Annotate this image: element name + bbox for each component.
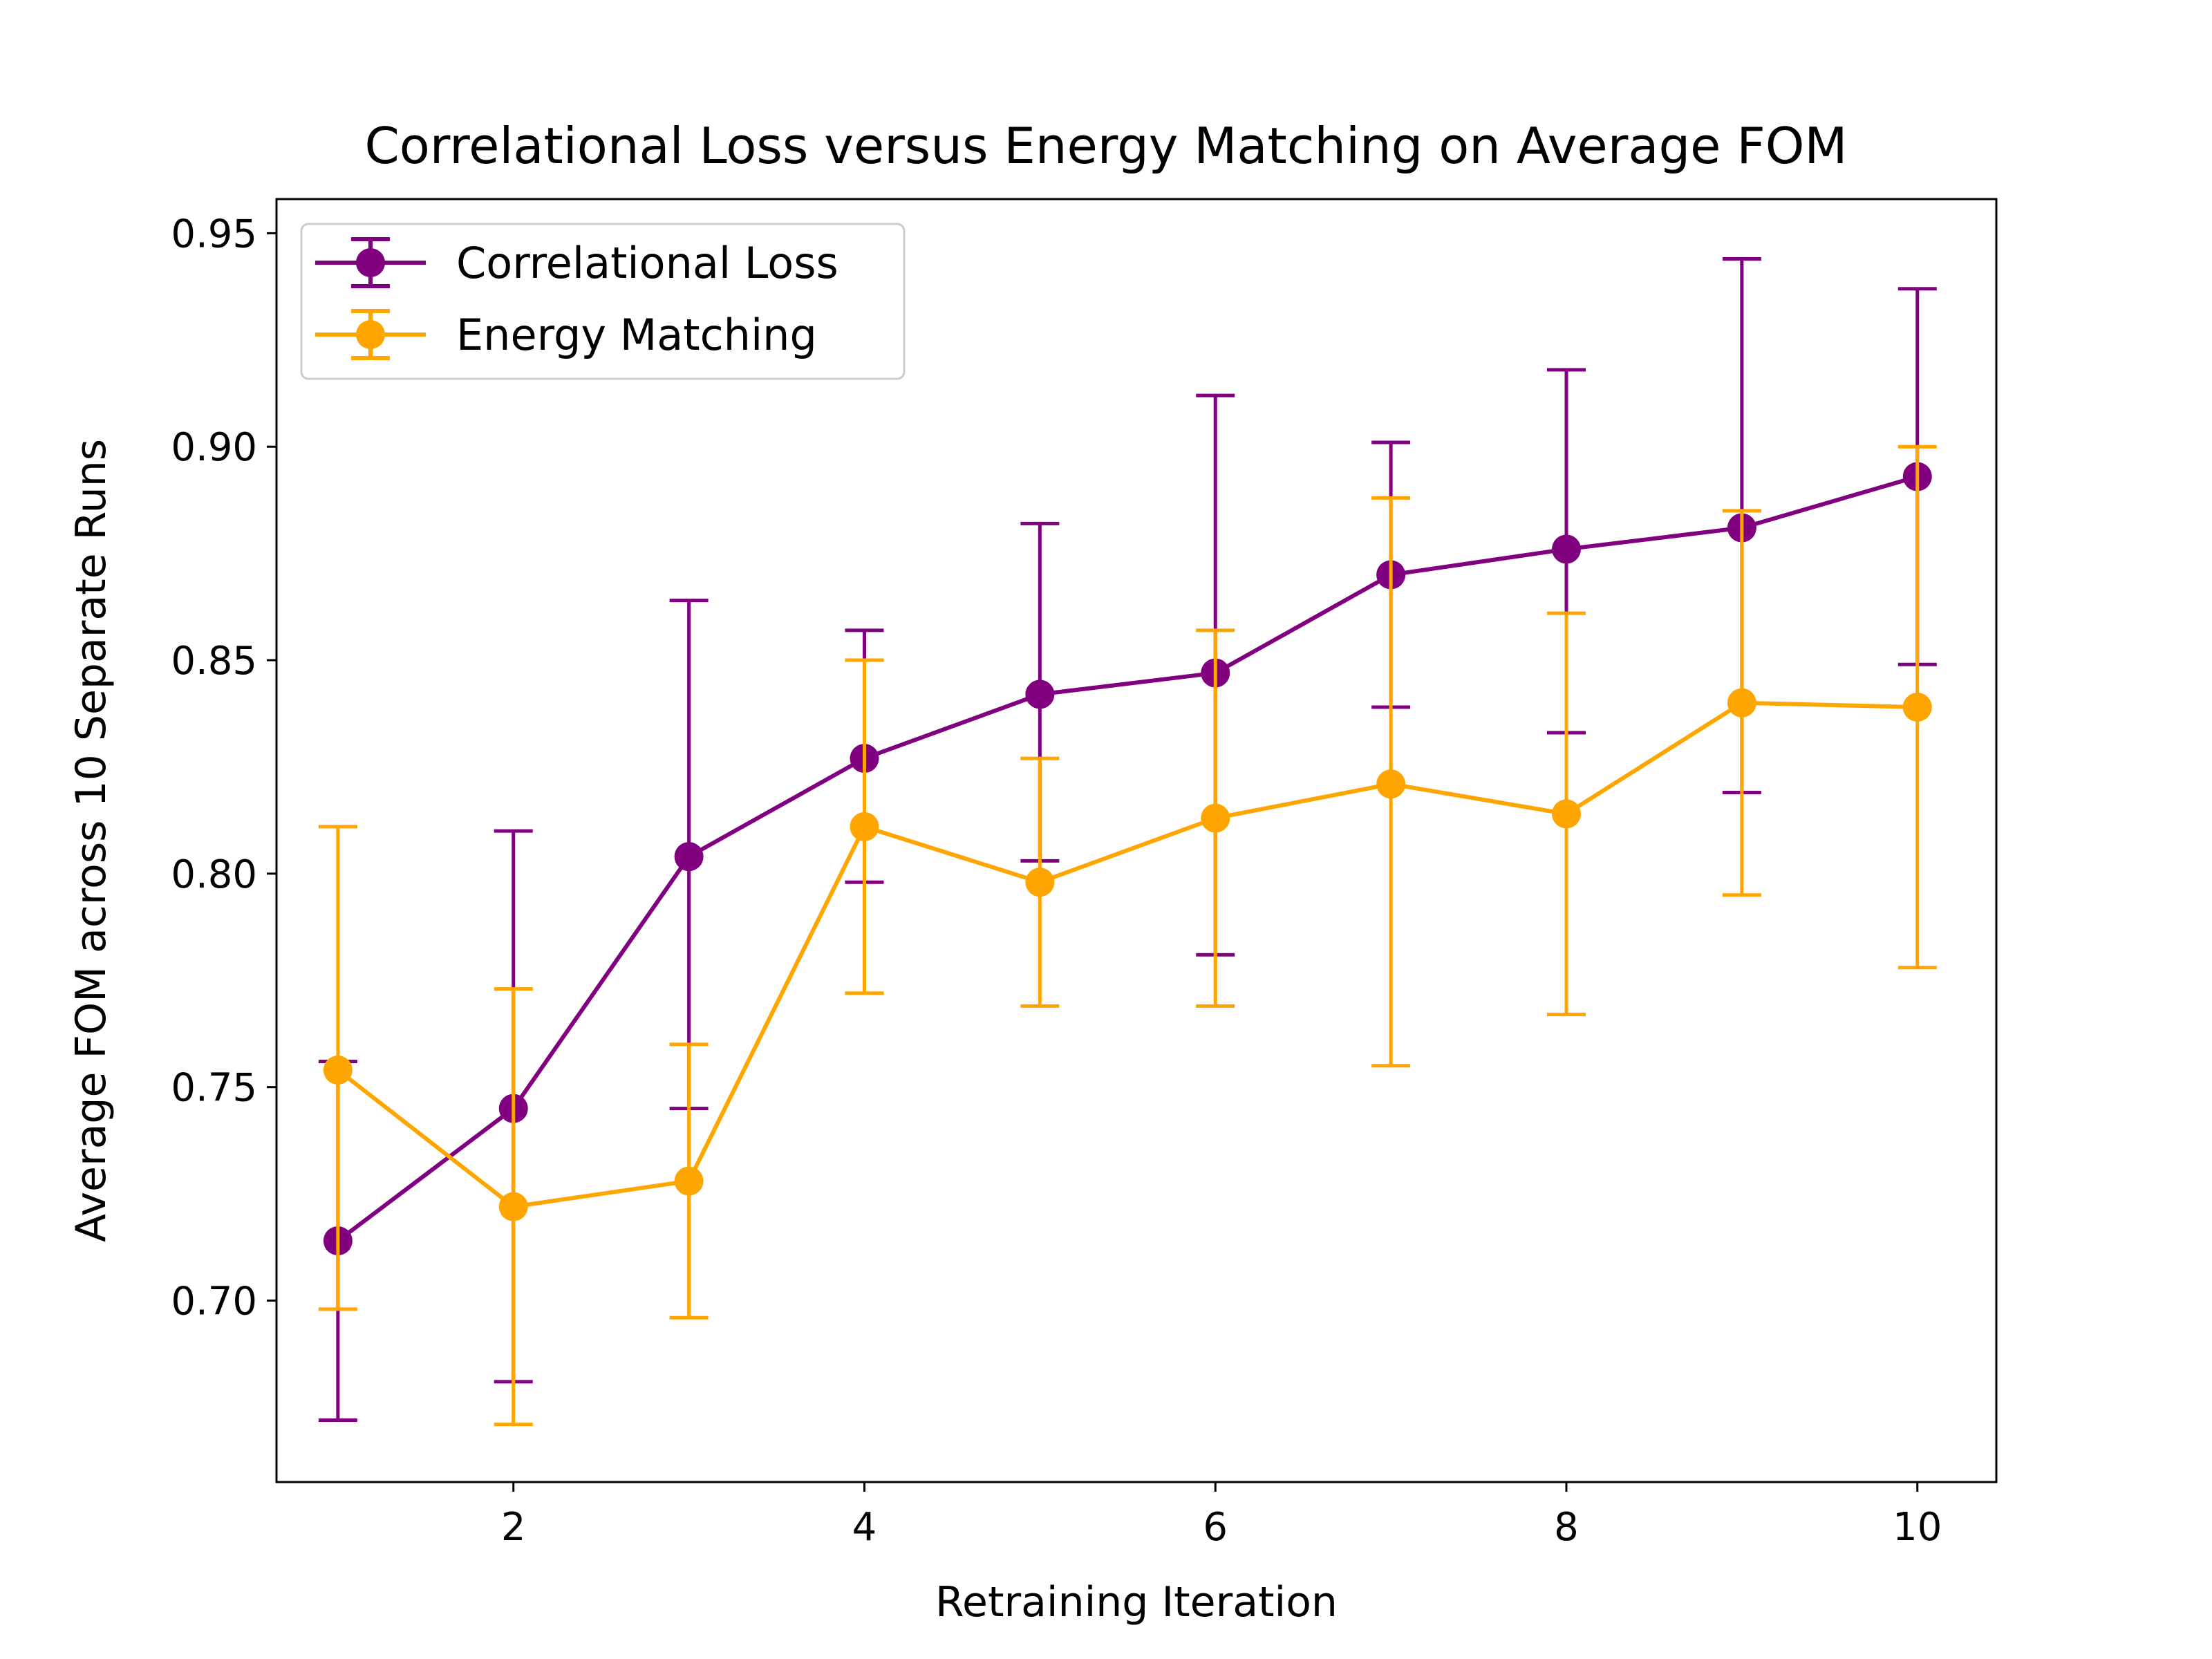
legend-frame [300, 223, 906, 380]
x-tick-label: 6 [1203, 1505, 1228, 1550]
x-tick-label: 4 [852, 1505, 877, 1550]
data-point-energy-matching [1552, 799, 1581, 829]
y-axis-label: Average FOM across 10 Separate Runs [67, 439, 115, 1242]
data-point-energy-matching [1727, 688, 1756, 718]
series-line-correlational-loss [337, 474, 1918, 1243]
x-axis-label: Retraining Iteration [935, 1578, 1338, 1627]
y-tick-label: 0.80 [171, 852, 257, 897]
y-tick-label: 0.70 [171, 1280, 257, 1324]
legend-entry-energy-matching: Energy Matching [315, 309, 817, 360]
data-point-energy-matching [850, 812, 879, 841]
x-tick-label: 10 [1893, 1505, 1942, 1550]
data-point-energy-matching [1902, 692, 1932, 722]
data-point-correlational-loss [1025, 679, 1055, 709]
legend-label-correlational-loss: Correlational Loss [456, 238, 838, 288]
series-line-energy-matching [337, 700, 1918, 1209]
plot-frame [275, 198, 1998, 1483]
data-point-correlational-loss [674, 842, 704, 872]
legend-marker-energy-matching [356, 320, 385, 349]
data-point-energy-matching [323, 1055, 353, 1085]
legend-label-energy-matching: Energy Matching [456, 310, 817, 360]
data-point-energy-matching [1025, 868, 1055, 897]
data-point-energy-matching [1376, 769, 1406, 799]
y-tick-label: 0.95 [171, 212, 257, 256]
data-point-energy-matching [1201, 803, 1230, 833]
x-tick-label: 2 [501, 1505, 526, 1550]
y-tick-label: 0.75 [171, 1066, 257, 1111]
legend: Correlational Loss Energy Matching [300, 223, 906, 380]
x-tick-label: 8 [1554, 1505, 1579, 1550]
chart-title: Correlational Loss versus Energy Matchin… [364, 117, 1847, 175]
legend-entry-correlational-loss: Correlational Loss [315, 237, 838, 288]
axes-layer: 2 4 6 8 10 0.70 0.75 0.80 0.85 0.90 0.95 [171, 212, 1942, 1550]
series-energy-matching [318, 444, 1937, 1427]
y-tick-label: 0.90 [171, 425, 257, 470]
series-layer [318, 256, 1937, 1427]
data-point-correlational-loss [1552, 534, 1581, 564]
legend-marker-correlational-loss [356, 248, 385, 277]
data-point-energy-matching [498, 1192, 528, 1221]
data-point-energy-matching [674, 1166, 704, 1196]
y-tick-label: 0.85 [171, 639, 257, 684]
